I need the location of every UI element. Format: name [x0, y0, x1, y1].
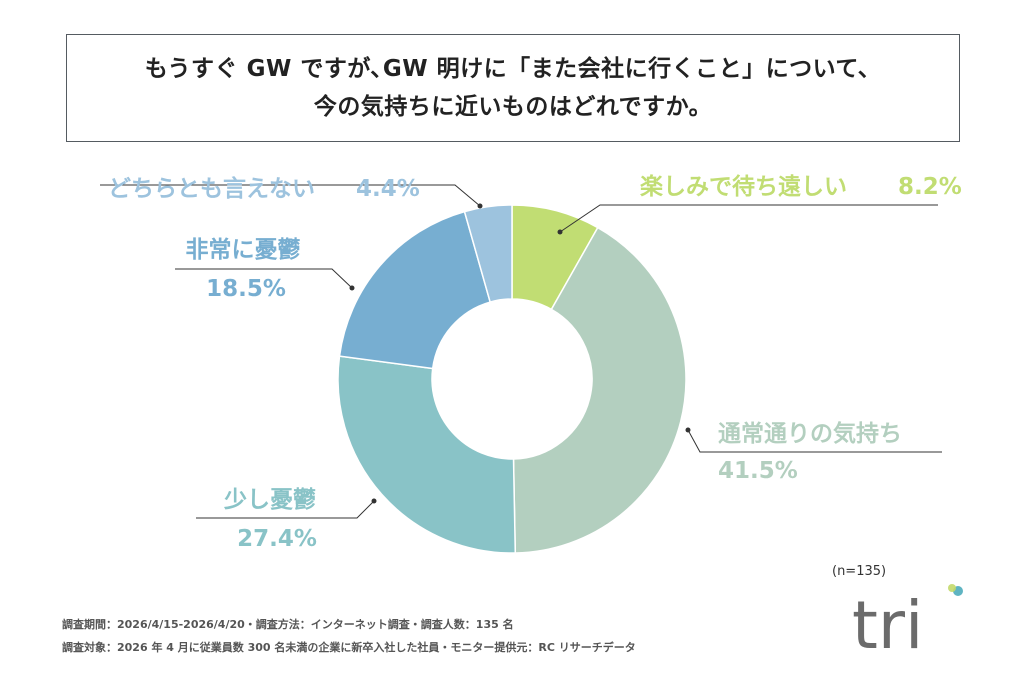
leader-dot-5	[477, 203, 483, 209]
slice-value-2: 41.5%	[718, 458, 798, 484]
chart-title-line-1: もうすぐ GW ですが､GW 明けに「また会社に行くこと」について、	[144, 56, 882, 82]
chart-title-line-2: 今の気持ちに近いものはどれですか。	[313, 94, 713, 120]
leader-dot-1	[557, 229, 563, 235]
slice-value-4: 18.5%	[206, 276, 286, 302]
logo-text: tri	[852, 587, 923, 660]
slice-value-5: 4.4%	[356, 176, 420, 202]
slice-label-4: 非常に憂鬱	[186, 236, 301, 263]
slice-4	[338, 210, 492, 370]
slice-label-2: 通常通りの気持ち	[718, 420, 902, 447]
slice-5	[463, 204, 513, 303]
leader-line-5	[100, 184, 481, 207]
leader-line-1	[559, 204, 938, 233]
leader-line-3	[196, 500, 375, 519]
slice-label-3: 少し憂鬱	[223, 486, 316, 513]
sample-size: (n=135)	[832, 564, 887, 579]
leader-dot-4	[349, 285, 355, 291]
slice-value-3: 27.4%	[237, 526, 317, 552]
leader-dot-2	[685, 427, 691, 433]
slice-label-5: どちらとも言えない	[108, 175, 315, 202]
tri-logo: tri	[852, 584, 963, 660]
leader-dot-3	[371, 498, 377, 504]
leader-line-2	[687, 429, 942, 453]
leader-line-4	[175, 268, 353, 289]
slice-value-1: 8.2%	[898, 174, 962, 200]
survey-note-1: 調査期間：2026/4/15-2026/4/20・調査方法：インターネット調査・…	[62, 618, 514, 631]
logo-dot-green	[948, 584, 956, 592]
slice-3	[337, 355, 517, 554]
slice-2	[512, 226, 687, 554]
title-box: もうすぐ GW ですが､GW 明けに「また会社に行くこと」について、 今の気持ち…	[66, 34, 960, 142]
survey-note-2: 調査対象：2026 年 4 月に従業員数 300 名未満の企業に新卒入社した社員…	[62, 641, 636, 654]
slice-label-1: 楽しみで待ち遠しい	[640, 173, 847, 200]
